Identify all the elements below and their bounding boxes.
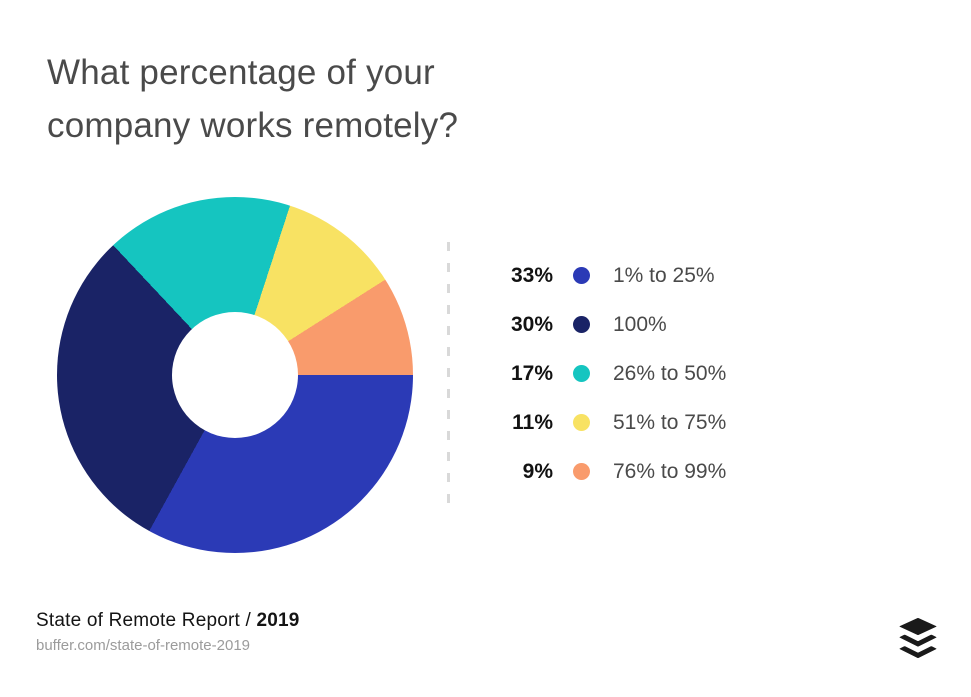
legend-label: 51% to 75% [613, 410, 727, 434]
legend-row: 30% 100% [498, 300, 726, 349]
legend: 33% 1% to 25% 30% 100% 17% 26% to 50% 11% 51% t… [498, 251, 726, 496]
legend-value: 30% [510, 312, 553, 336]
footer-year: 2019 [256, 610, 300, 631]
donut-hole [172, 312, 298, 438]
footer-source: State of Remote Report / 2019 [36, 610, 300, 632]
legend-label: 26% to 50% [613, 361, 727, 385]
legend-value: 11% [512, 410, 553, 434]
donut-chart [57, 197, 413, 553]
chart-title-line1: What percentage of your [47, 53, 435, 92]
legend-color-dot-icon [573, 414, 590, 431]
legend-row: 9% 76% to 99% [498, 447, 727, 496]
legend-value: 17% [510, 361, 553, 385]
legend-label: 100% [613, 312, 667, 336]
legend-color-dot-icon [573, 267, 590, 284]
footer: State of Remote Report / 2019 buffer.com… [36, 610, 300, 654]
legend-label: 76% to 99% [613, 459, 727, 483]
legend-color-dot-icon [573, 316, 590, 333]
legend-color-dot-icon [573, 463, 590, 480]
dashed-divider [447, 242, 450, 504]
legend-label: 1% to 25% [613, 263, 715, 287]
legend-row: 33% 1% to 25% [498, 251, 726, 300]
legend-row: 17% 26% to 50% [498, 349, 726, 398]
footer-report-title: State of Remote Report / [36, 610, 257, 631]
chart-title: What percentage of your company works re… [47, 46, 458, 152]
legend-value: 33% [510, 263, 553, 287]
legend-row: 11% 51% to 75% [498, 398, 726, 447]
footer-url: buffer.com/state-of-remote-2019 [36, 637, 250, 654]
chart-title-line2: company works remotely? [47, 106, 459, 145]
legend-color-dot-icon [573, 365, 590, 382]
buffer-logo-icon [899, 617, 937, 658]
legend-value: 9% [522, 459, 553, 483]
